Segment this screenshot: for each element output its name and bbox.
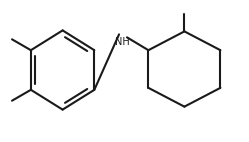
Text: NH: NH — [115, 37, 129, 47]
